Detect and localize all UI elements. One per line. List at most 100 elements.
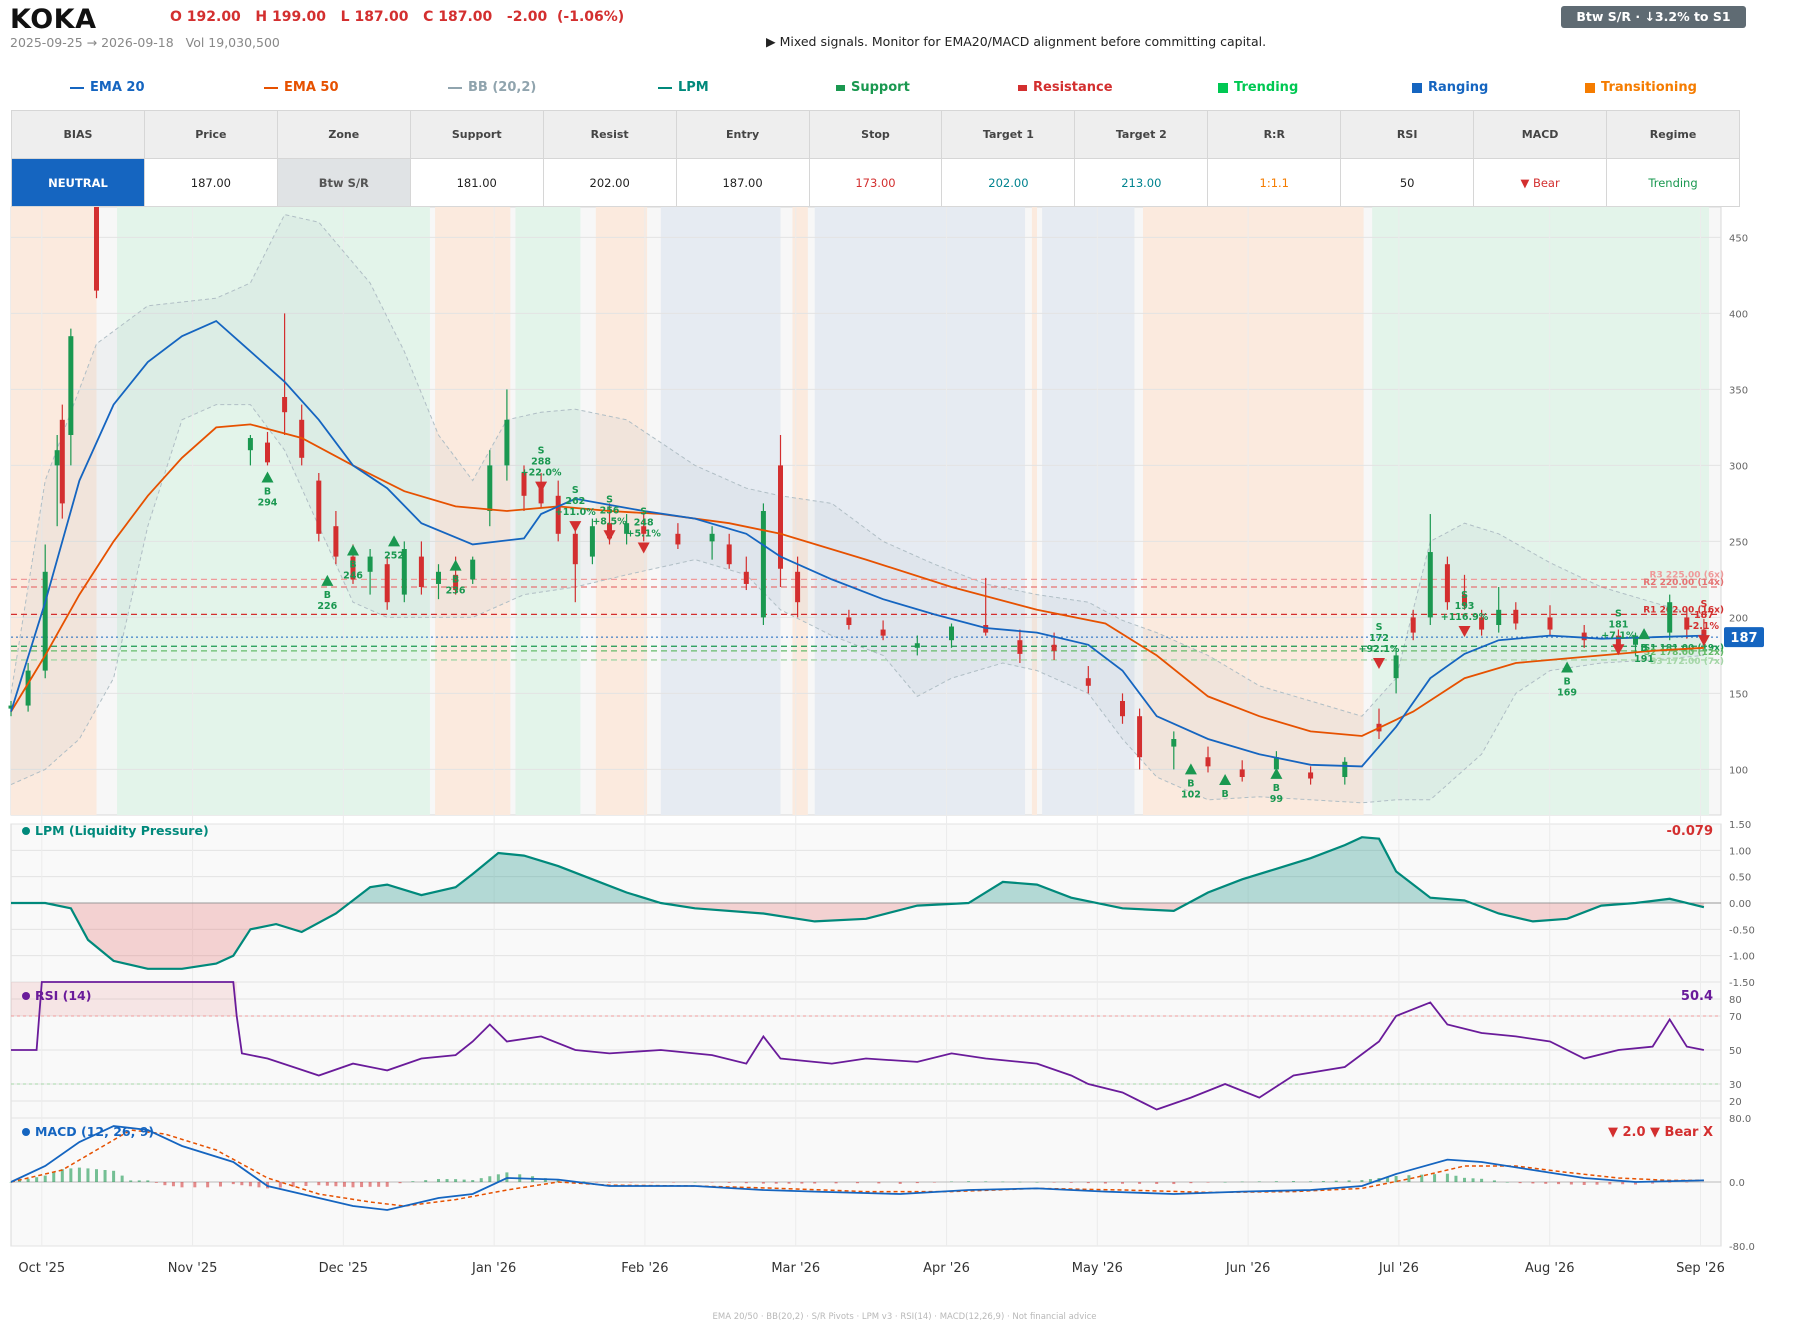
- macd-histogram-bar: [582, 1181, 586, 1182]
- macd-histogram-bar: [855, 1182, 859, 1184]
- candle-body: [1684, 617, 1690, 630]
- macd-histogram-bar: [556, 1180, 560, 1182]
- macd-histogram-bar: [1463, 1177, 1466, 1182]
- price-axis-tick-label: 150: [1729, 689, 1748, 700]
- sr-level-label: S3 172.00 (7x): [1650, 657, 1724, 667]
- buy-marker-icon: [1219, 774, 1232, 785]
- legend-swatch: [1585, 82, 1595, 93]
- rsi-axis-tick-label: 80: [1729, 995, 1742, 1006]
- candle-body: [316, 480, 322, 534]
- macd-histogram-bar: [915, 1182, 919, 1184]
- candle-body: [1051, 644, 1057, 651]
- macd-histogram-bar: [1240, 1181, 1244, 1183]
- macd-histogram-bar: [377, 1182, 381, 1187]
- sell-marker-label: 262: [565, 496, 585, 507]
- macd-histogram-bar: [1531, 1182, 1535, 1184]
- macd-histogram-bar: [1480, 1178, 1484, 1182]
- buy-marker-label: B: [264, 487, 271, 498]
- candle-body: [1017, 640, 1023, 654]
- legend-item-support: Support: [836, 80, 910, 95]
- buy-marker-label: 246: [343, 570, 363, 581]
- macd-histogram-bar: [1608, 1182, 1612, 1185]
- macd-histogram-bar: [1138, 1182, 1142, 1184]
- legend-swatch: [658, 86, 672, 89]
- buy-marker-icon: [347, 544, 359, 556]
- buy-marker-icon: [388, 535, 401, 547]
- stats-header-regime: Regime: [1606, 110, 1740, 159]
- macd-histogram-bar: [1321, 1181, 1325, 1182]
- macd-title: MACD (12, 26, 9): [35, 1124, 154, 1139]
- bb-lower-line: [10, 404, 1704, 804]
- macd-histogram-bar: [1394, 1176, 1398, 1182]
- macd-axis-tick-label: 0.0: [1729, 1178, 1745, 1189]
- price-axis-tick-label: 300: [1729, 461, 1748, 472]
- macd-histogram-bar: [193, 1182, 197, 1188]
- stats-value-r-r: 1:1.1: [1207, 158, 1342, 207]
- lpm-axis-tick-label: -1.00: [1729, 952, 1755, 963]
- regime-band-ranging: [814, 207, 1026, 815]
- candle-body: [1462, 594, 1467, 606]
- candle-body: [1308, 772, 1314, 779]
- buy-marker-label: B: [1221, 789, 1228, 800]
- lpm-value: -0.079: [1666, 824, 1713, 839]
- legend-swatch: [1018, 84, 1027, 91]
- price-axis-tick-label: 100: [1729, 765, 1748, 776]
- legend-label: Transitioning: [1601, 80, 1697, 95]
- macd-histogram-bar: [95, 1169, 98, 1182]
- macd-histogram-bar: [1086, 1182, 1090, 1184]
- sell-marker-icon: [1373, 657, 1385, 669]
- rsi-axis-tick-label: 20: [1729, 1097, 1742, 1108]
- candles: [8, 207, 1707, 785]
- macd-histogram-bar: [60, 1169, 64, 1182]
- lpm-negative-area: [11, 903, 1704, 969]
- macd-histogram-bar: [248, 1182, 252, 1187]
- macd-histogram-bar: [834, 1182, 838, 1184]
- candle-body: [624, 523, 630, 534]
- candle-body: [760, 511, 766, 618]
- macd-axis-tick-label: -80.0: [1729, 1242, 1755, 1253]
- macd-histogram-bar: [411, 1181, 415, 1182]
- macd-histogram-bar: [325, 1182, 329, 1186]
- ema20-line: [10, 319, 1704, 768]
- buy-marker-label: B: [1640, 643, 1647, 654]
- candle-body: [94, 207, 99, 291]
- x-tick-label: Jul '26: [1378, 1261, 1419, 1276]
- macd-histogram-bar: [932, 1182, 936, 1183]
- lpm-line: [11, 836, 1705, 970]
- macd-histogram-bar: [1471, 1178, 1475, 1182]
- sell-marker-label: +116.9%: [1441, 612, 1489, 623]
- regime-band-transition: [792, 207, 808, 815]
- macd-histogram-bar: [744, 1182, 748, 1184]
- macd-histogram-bar: [445, 1179, 449, 1182]
- candle-body: [247, 438, 253, 451]
- sr-level-label: R3 225.00 (6x): [1650, 570, 1724, 580]
- stats-header-stop: Stop: [808, 110, 943, 159]
- candle-body: [384, 564, 390, 603]
- macd-histogram-bar: [35, 1177, 39, 1182]
- macd-histogram-bar: [488, 1176, 492, 1182]
- stats-value-price: 187.00: [143, 158, 278, 207]
- candle-body: [453, 574, 459, 591]
- candle-body: [436, 571, 441, 584]
- macd-histogram-bar: [69, 1168, 73, 1182]
- regime-band-transition: [1031, 207, 1037, 815]
- macd-histogram-bar: [103, 1170, 107, 1182]
- buy-marker-icon: [1184, 763, 1197, 775]
- macd-histogram-bar: [146, 1180, 150, 1182]
- stats-value-regime: Trending: [1606, 158, 1740, 207]
- macd-histogram-bar: [86, 1168, 90, 1182]
- candle-body: [880, 629, 886, 636]
- candle-body: [1701, 629, 1707, 638]
- legend-swatch: [70, 86, 84, 89]
- macd-histogram-bar: [342, 1182, 346, 1187]
- macd-histogram-bar: [385, 1182, 389, 1187]
- candle-body: [1427, 552, 1433, 618]
- macd-histogram-bar: [650, 1182, 654, 1183]
- macd-histogram-bar: [334, 1182, 338, 1187]
- legend-label: BB (20,2): [468, 80, 537, 95]
- candle-body: [743, 571, 749, 584]
- sr-level-label: S2 178.00 (12x): [1644, 648, 1724, 658]
- candle-body: [538, 488, 544, 504]
- macd-histogram-bar: [1454, 1175, 1458, 1182]
- macd-histogram-bar: [257, 1182, 261, 1188]
